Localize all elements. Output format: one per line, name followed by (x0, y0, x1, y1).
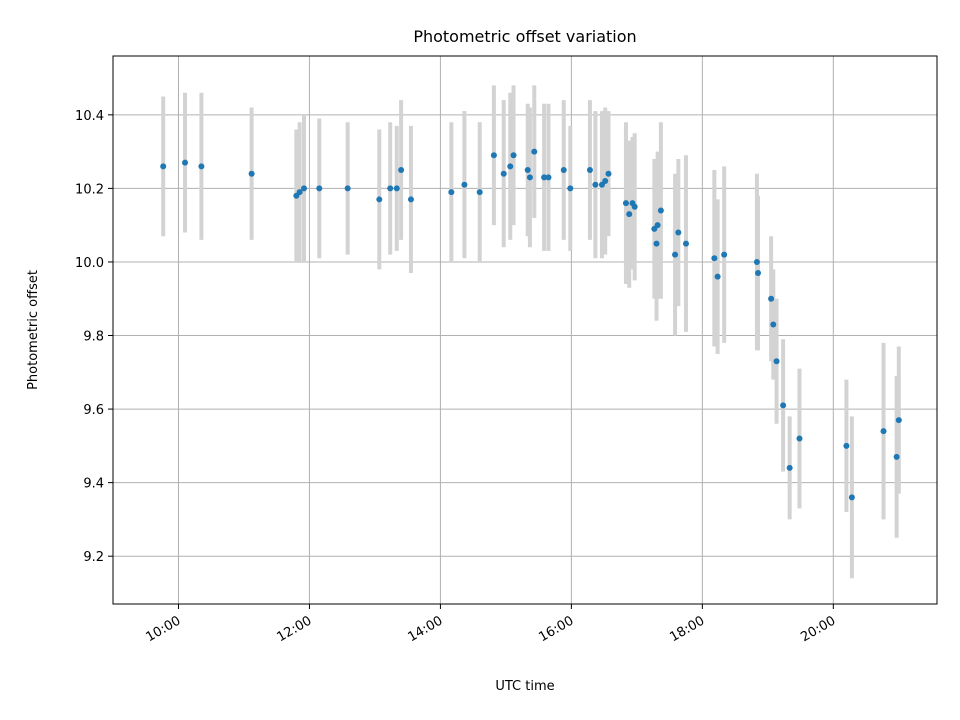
y-tick-label: 10.0 (75, 256, 104, 271)
data-point (510, 152, 517, 159)
data-point (182, 159, 189, 166)
data-point (160, 163, 167, 170)
data-point (682, 240, 689, 247)
y-tick-label: 9.2 (83, 550, 104, 565)
data-point (893, 453, 900, 460)
y-axis-label: Photometric offset (26, 270, 41, 390)
y-tick-label: 10.2 (75, 182, 104, 197)
data-point (248, 170, 255, 177)
plot-frame (112, 55, 938, 605)
data-point (296, 189, 303, 196)
data-point (605, 170, 612, 177)
data-point (407, 196, 414, 203)
data-point (848, 494, 855, 501)
data-point (198, 163, 205, 170)
data-point (711, 255, 718, 262)
data-point (714, 273, 721, 280)
data-point (541, 174, 548, 181)
y-tick-label: 9.8 (83, 330, 104, 345)
x-axis-label: UTC time (495, 679, 554, 694)
data-point (476, 189, 483, 196)
data-point (531, 148, 538, 155)
data-point (773, 358, 780, 365)
data-point (393, 185, 400, 192)
data-point (398, 167, 405, 174)
data-point (376, 196, 383, 203)
y-tick-label: 9.6 (83, 403, 104, 418)
data-point (770, 321, 777, 328)
data-point (387, 185, 394, 192)
data-point (507, 163, 514, 170)
data-point (300, 185, 307, 192)
data-point (500, 170, 507, 177)
data-point (657, 207, 664, 214)
data-point (344, 185, 351, 192)
data-point (592, 181, 599, 188)
data-point (560, 167, 567, 174)
data-point (567, 185, 574, 192)
data-point (755, 269, 762, 276)
data-point (461, 181, 468, 188)
data-point (586, 167, 593, 174)
data-point (524, 167, 531, 174)
data-point (721, 251, 728, 258)
data-point (768, 295, 775, 302)
data-point (602, 178, 609, 185)
data-point (316, 185, 323, 192)
data-point (753, 258, 760, 265)
data-point (622, 200, 629, 207)
data-points (160, 148, 902, 501)
data-point (796, 435, 803, 442)
data-point (448, 189, 455, 196)
data-point (672, 251, 679, 258)
data-point (526, 174, 533, 181)
y-tick-label: 10.4 (75, 109, 104, 124)
data-point (654, 222, 661, 229)
y-axis: 9.2 9.4 9.6 9.8 10.0 10.2 10.4 (75, 109, 113, 565)
data-point (780, 402, 787, 409)
y-tick-label: 9.4 (83, 477, 104, 492)
data-point (786, 464, 793, 471)
data-point (631, 203, 638, 210)
data-point (545, 174, 552, 181)
data-point (653, 240, 660, 247)
data-point (895, 417, 902, 424)
data-point (843, 442, 850, 449)
data-point (880, 428, 887, 435)
data-point (675, 229, 682, 236)
data-point (626, 211, 633, 218)
data-point (490, 152, 497, 159)
chart-title: Photometric offset variation (413, 27, 636, 46)
